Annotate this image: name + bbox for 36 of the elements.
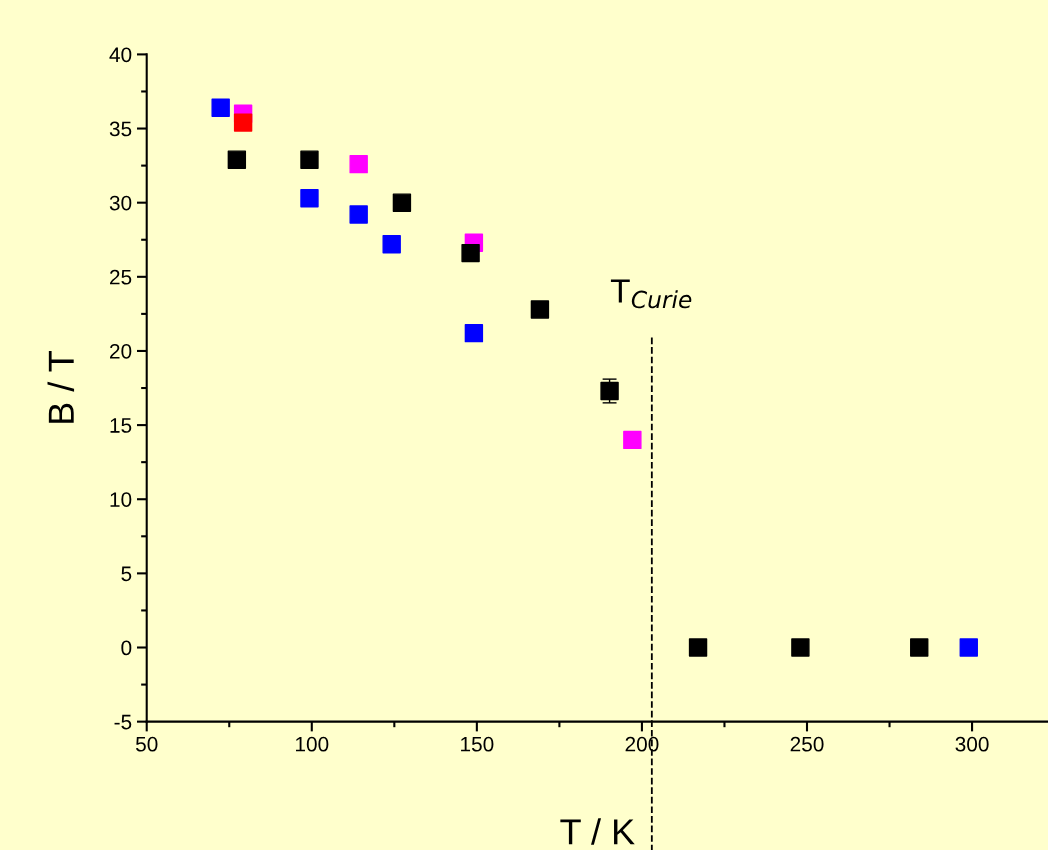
y-tick-label: 40 [109,47,132,63]
point [349,205,368,224]
point [349,154,368,174]
x-tick-label: 100 [296,736,329,752]
point [300,150,319,169]
point [623,430,642,450]
point [530,300,550,319]
y-tick-label: 10 [110,492,132,507]
ref-line-label: T$_{Curie}$ [610,279,692,309]
point [688,638,708,657]
y-tick-label: 35 [109,121,132,137]
y-axis-title: B / T [47,351,75,423]
point [392,193,412,212]
y-tick-label: 5 [121,566,132,582]
x-axis-title: T / K [560,818,635,845]
x-tick-label: 300 [955,736,989,752]
point [227,150,247,169]
point [233,113,253,132]
y-tick-label: 0 [121,640,132,656]
y-tick-label: 15 [110,418,132,433]
point [464,323,484,343]
y-tick-label: 30 [109,195,132,211]
point [461,243,480,263]
x-tick-label: 150 [461,736,494,752]
x-tick-label: 50 [135,736,158,752]
point [300,189,319,208]
y-tick-label: -5 [114,714,132,730]
x-tick-label: 200 [625,736,659,752]
point [791,638,810,657]
point [211,98,230,117]
point [382,234,401,254]
point [910,638,929,657]
point [959,638,978,657]
y-tick-label: 25 [110,269,132,285]
y-tick-label: 20 [110,343,132,359]
x-tick-label: 250 [790,736,824,752]
